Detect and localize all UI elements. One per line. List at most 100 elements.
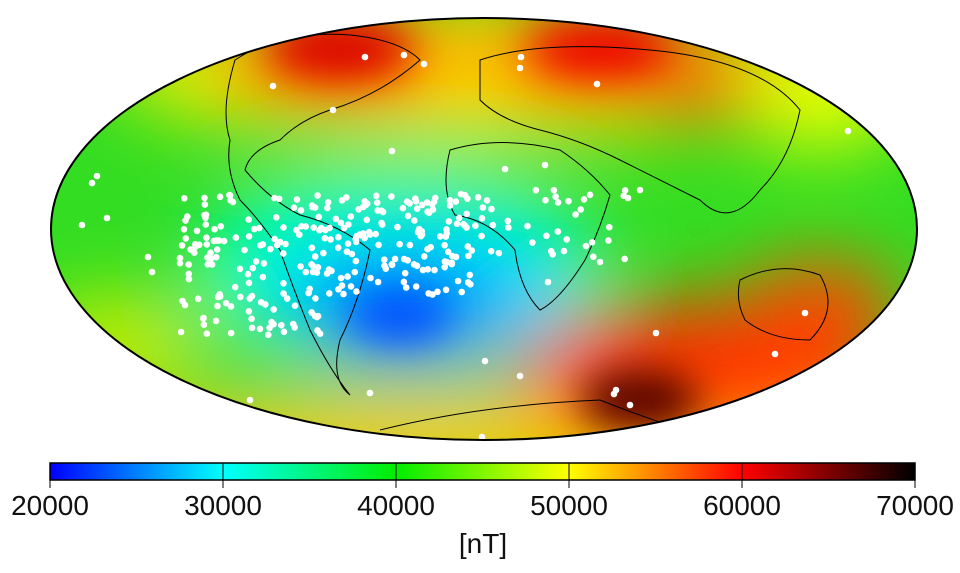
observation-point xyxy=(399,204,407,212)
observation-point xyxy=(248,324,256,332)
observation-point xyxy=(305,289,312,297)
observation-point xyxy=(532,186,540,194)
observation-point xyxy=(381,256,388,264)
observation-point xyxy=(590,253,597,261)
observation-point xyxy=(455,214,463,222)
observation-point xyxy=(302,268,310,276)
observation-point xyxy=(443,230,451,237)
observation-point xyxy=(366,389,374,397)
observation-point xyxy=(310,224,318,231)
observation-point xyxy=(343,248,351,255)
observation-point xyxy=(351,268,359,276)
observation-point xyxy=(278,321,285,329)
observation-point xyxy=(391,255,399,263)
observation-point xyxy=(577,206,584,213)
observation-point xyxy=(441,241,448,249)
observation-point xyxy=(452,198,460,205)
observation-point xyxy=(259,241,267,248)
observation-point xyxy=(361,53,369,61)
observation-point xyxy=(270,306,278,313)
observation-point xyxy=(244,270,252,278)
observation-point xyxy=(335,233,342,241)
observation-point xyxy=(216,291,223,298)
observation-point xyxy=(404,212,412,220)
observation-point xyxy=(420,60,428,68)
observation-point xyxy=(516,64,524,72)
observation-point xyxy=(328,267,335,275)
observation-point xyxy=(241,246,248,254)
observation-point xyxy=(88,179,96,187)
observation-point xyxy=(606,223,613,231)
observation-point xyxy=(481,357,489,365)
observation-point xyxy=(363,216,371,224)
observation-point xyxy=(231,283,239,291)
observation-point xyxy=(373,192,380,200)
observation-point xyxy=(215,237,223,244)
observation-point xyxy=(93,172,101,180)
observation-point xyxy=(454,277,462,285)
observation-point xyxy=(483,197,491,204)
observation-point xyxy=(582,242,590,250)
observation-point xyxy=(388,261,396,268)
observation-point xyxy=(291,302,299,310)
observation-point xyxy=(227,329,235,337)
observation-point xyxy=(335,286,342,293)
observation-point xyxy=(332,215,340,223)
observation-point xyxy=(312,295,319,302)
observation-point xyxy=(214,302,221,310)
observation-point xyxy=(201,194,208,202)
observation-point xyxy=(324,204,331,212)
observation-point xyxy=(374,278,382,286)
observation-point xyxy=(771,350,779,358)
observation-point xyxy=(388,147,396,155)
observation-point xyxy=(194,295,202,303)
observation-point xyxy=(185,275,193,283)
observation-point xyxy=(326,290,333,297)
observation-point xyxy=(347,213,355,220)
observation-point xyxy=(148,268,156,276)
observation-point xyxy=(321,234,329,242)
observation-point xyxy=(586,191,594,199)
observation-point xyxy=(201,211,208,219)
observation-point xyxy=(353,288,360,295)
observation-point xyxy=(257,299,265,306)
observation-point xyxy=(314,264,322,271)
observation-point xyxy=(352,238,360,246)
observation-point xyxy=(265,331,272,339)
observation-point xyxy=(352,257,360,265)
observation-point xyxy=(334,244,342,251)
observation-point xyxy=(478,433,486,440)
observation-point xyxy=(412,283,420,290)
observation-point xyxy=(280,328,288,336)
observation-point xyxy=(207,249,214,257)
observation-point xyxy=(302,223,310,230)
observation-point xyxy=(309,203,316,211)
observation-point xyxy=(388,193,395,200)
observation-point xyxy=(460,220,467,228)
colorbar-tick-label: 40000 xyxy=(357,490,435,521)
observation-point xyxy=(178,242,186,249)
observation-point xyxy=(213,246,221,253)
observation-point xyxy=(276,238,284,246)
observation-point xyxy=(505,224,512,231)
observation-point xyxy=(495,249,503,257)
observation-point xyxy=(185,270,193,278)
observation-point xyxy=(529,239,536,246)
colorbar-tick-label: 50000 xyxy=(530,490,608,521)
observation-point xyxy=(226,192,234,199)
observation-point xyxy=(203,241,211,248)
observation-point xyxy=(315,213,323,221)
observation-point xyxy=(400,255,408,263)
observation-point xyxy=(260,260,268,267)
observation-point xyxy=(232,234,240,241)
observation-point xyxy=(236,265,244,273)
observation-point xyxy=(210,237,218,245)
observation-point xyxy=(381,262,388,270)
observation-point xyxy=(237,293,244,301)
observation-point xyxy=(193,227,201,235)
observation-point xyxy=(269,82,277,90)
colorbar-unit-label: [nT] xyxy=(458,528,508,559)
observation-point xyxy=(464,195,471,202)
observation-point xyxy=(251,225,258,233)
